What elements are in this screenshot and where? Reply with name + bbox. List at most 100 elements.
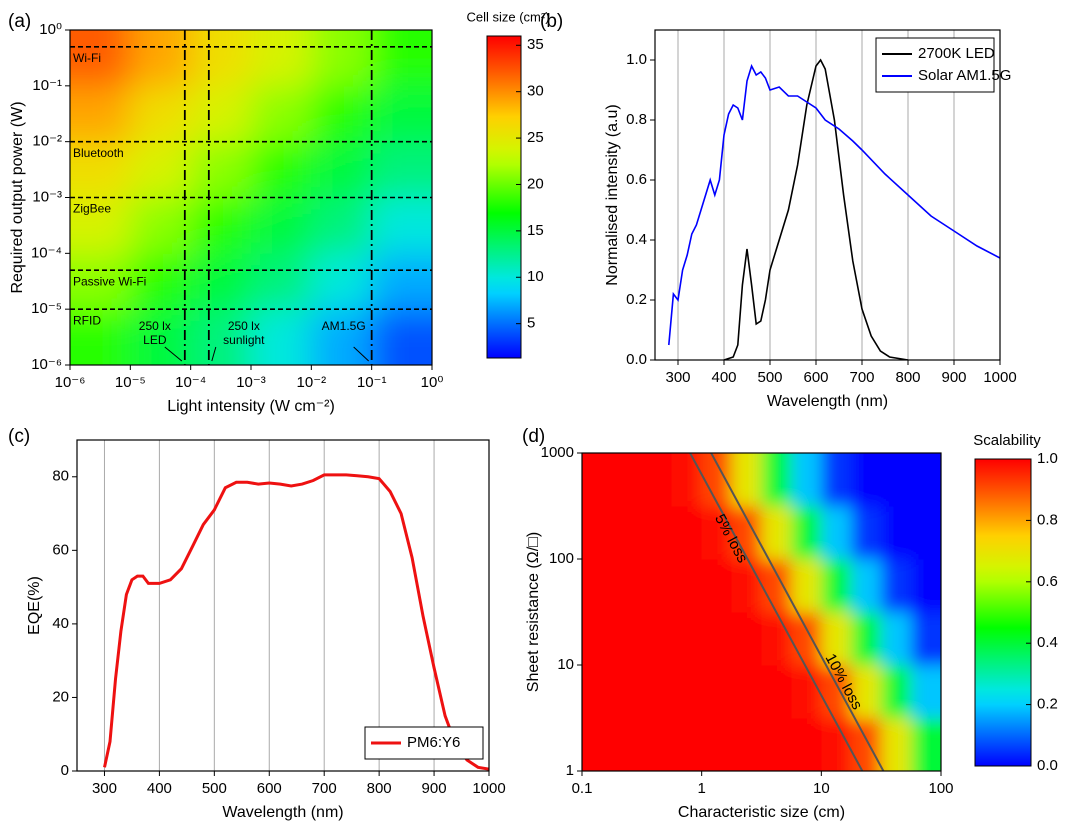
colorbar-tick-label: 35	[527, 36, 544, 53]
reference-label: RFID	[73, 313, 101, 327]
heatmap-cell	[671, 453, 703, 507]
legend-box	[875, 37, 995, 93]
heatmap-cell	[851, 612, 882, 666]
reference-label: Bluetooth	[73, 146, 124, 160]
x-tick-label: 10⁻⁵	[115, 374, 146, 391]
colorbar-tick-label: 0.8	[1037, 511, 1058, 528]
heatmap-cell	[130, 253, 192, 310]
x-tick-label: 10⁻⁶	[55, 374, 86, 391]
x-tick-label: 0.1	[572, 780, 593, 797]
x-tick-label: 1	[697, 780, 705, 797]
reference-label: ZigBee	[73, 202, 111, 216]
colorbar	[486, 35, 522, 359]
y-tick-label: 10⁻⁵	[31, 300, 62, 317]
y-tick-label: 10⁻¹	[32, 77, 62, 94]
heatmap-cell	[821, 506, 852, 560]
contour-line	[710, 453, 885, 771]
y-tick-label: 1000	[541, 444, 574, 461]
heatmap-cell	[881, 612, 912, 666]
heatmap-cell	[821, 453, 852, 507]
heatmap-cell	[911, 453, 941, 507]
heatmap-cell	[671, 612, 703, 666]
x-tick-label: 1000	[472, 780, 505, 797]
colorbar-tick-label: 0.2	[1037, 696, 1058, 713]
y-tick-label: 0	[61, 762, 69, 779]
heatmap-cell	[911, 665, 941, 719]
y-axis-title: Normalised intensity (a.u)	[604, 104, 621, 285]
heatmap-cell	[251, 197, 312, 254]
y-tick-label: 0.6	[626, 171, 647, 188]
heatmap-cell	[761, 453, 792, 507]
x-tick-label: 900	[422, 780, 447, 797]
x-tick-label: 10⁰	[421, 374, 444, 391]
heatmap-cell	[731, 718, 762, 771]
colorbar	[974, 458, 1032, 767]
heatmap-cell	[701, 559, 733, 613]
colorbar-tick-label: 30	[527, 83, 544, 100]
y-tick-label: 0.4	[626, 231, 647, 248]
heatmap-cell	[911, 718, 941, 771]
legend-label: Solar AM1.5G	[918, 67, 1011, 84]
heatmap-cell	[761, 718, 792, 771]
arrow	[164, 346, 183, 362]
reference-label: 250 lx	[228, 319, 260, 333]
contour-line	[689, 453, 864, 771]
heatmap-cell	[881, 559, 912, 613]
reference-label: LED	[143, 333, 167, 347]
heatmap-cell	[701, 718, 733, 771]
heatmap-cell	[311, 30, 373, 87]
heatmap-cell	[70, 309, 131, 365]
y-tick-label: 0.8	[626, 111, 647, 128]
heatmap-cell	[851, 506, 882, 560]
heatmap-cell	[371, 85, 432, 143]
x-tick-label: 700	[849, 369, 874, 386]
x-tick-label: 700	[312, 780, 337, 797]
heatmap-cell	[251, 309, 312, 365]
reference-label: sunlight	[223, 333, 265, 347]
y-axis-title: EQE(%)	[26, 576, 43, 635]
heatmap-cell	[821, 665, 852, 719]
colorbar-title: Scalability	[973, 432, 1041, 449]
x-tick-label: 400	[147, 780, 172, 797]
y-tick-label: 10⁻⁶	[31, 356, 62, 373]
heatmap-cell	[671, 506, 703, 560]
heatmap-cell	[791, 453, 822, 507]
heatmap-cell	[371, 253, 432, 310]
x-tick-label: 10	[813, 780, 830, 797]
heatmap-cell	[791, 506, 822, 560]
heatmap-cell	[251, 141, 312, 198]
x-tick-label: 300	[92, 780, 117, 797]
heatmap-cell	[130, 197, 192, 254]
heatmap-cell	[311, 253, 373, 310]
y-tick-label: 80	[52, 468, 69, 485]
heatmap-cell	[851, 718, 882, 771]
x-tick-label: 400	[711, 369, 736, 386]
x-tick-label: 800	[367, 780, 392, 797]
heatmap-cell	[731, 506, 762, 560]
heatmap-cell	[130, 85, 192, 143]
y-tick-label: 100	[549, 550, 574, 567]
heatmap-cell	[371, 309, 432, 365]
x-tick-label: 10⁻²	[297, 374, 327, 391]
heatmap-cell	[881, 665, 912, 719]
y-tick-label: 0.2	[626, 291, 647, 308]
heatmap-cell	[701, 506, 733, 560]
arrow	[353, 346, 370, 362]
heatmap-cell	[582, 506, 613, 560]
heatmap-cell	[311, 85, 373, 143]
heatmap-cell	[582, 612, 613, 666]
heatmap-cell	[731, 559, 762, 613]
heatmap-cell	[761, 559, 792, 613]
heatmap-cell	[701, 665, 733, 719]
series-line	[103, 473, 489, 771]
reference-label: AM1.5G	[322, 319, 366, 333]
heatmap-cell	[190, 309, 252, 365]
y-tick-label: 60	[52, 541, 69, 558]
heatmap-cell	[641, 665, 673, 719]
heatmap-cell	[911, 612, 941, 666]
colorbar-tick-label: 0.6	[1037, 573, 1058, 590]
y-tick-label: 1	[566, 762, 574, 779]
y-tick-label: 10⁻⁴	[31, 244, 62, 261]
heatmap-cell	[70, 253, 131, 310]
heatmap-cell	[582, 665, 613, 719]
